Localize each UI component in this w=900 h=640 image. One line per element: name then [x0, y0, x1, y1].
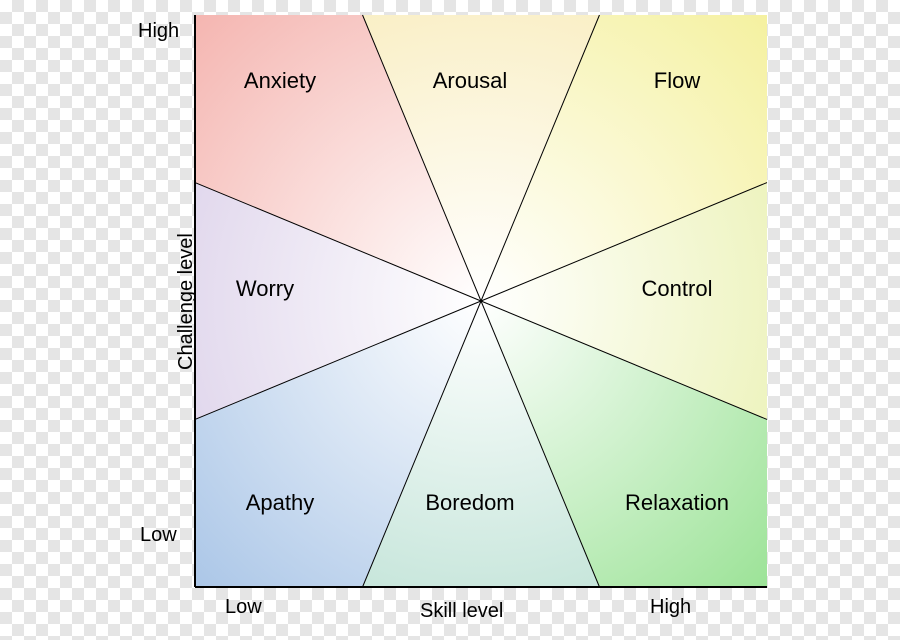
x-axis-title: Skill level	[420, 600, 503, 623]
x-axis-high-label: High	[650, 596, 691, 619]
sector-label-relaxation: Relaxation	[625, 490, 729, 515]
sector-label-arousal: Arousal	[433, 68, 508, 93]
sector-label-anxiety: Anxiety	[244, 68, 316, 93]
flow-model-chart: Anxiety Arousal Flow Control Relaxation Bored…	[0, 0, 900, 640]
y-axis-title: Challenge level	[175, 233, 198, 370]
sector-label-apathy: Apathy	[246, 490, 315, 515]
sector-label-control: Control	[642, 276, 713, 301]
sector-label-boredom: Boredom	[425, 490, 514, 515]
x-axis-low-label: Low	[225, 596, 262, 619]
sector-label-flow: Flow	[654, 68, 701, 93]
sector-label-worry: Worry	[236, 276, 294, 301]
y-axis-low-label: Low	[140, 524, 177, 547]
y-axis-high-label: High	[138, 20, 179, 43]
